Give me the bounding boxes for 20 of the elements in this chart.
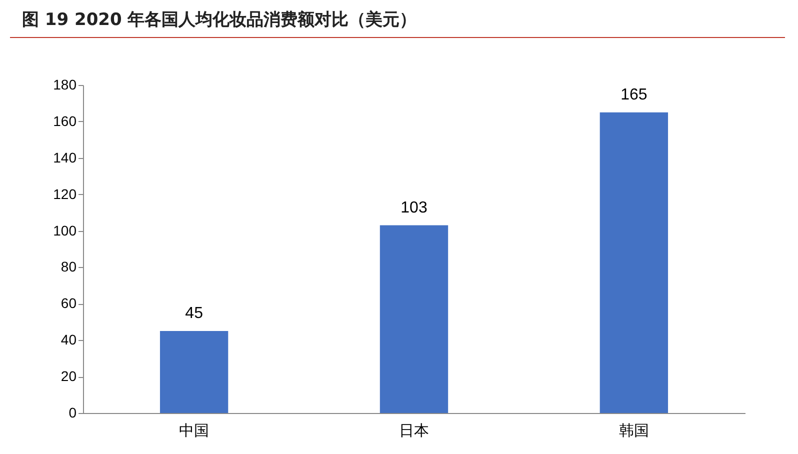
y-tick-label: 180: [53, 76, 77, 92]
data-label: 103: [400, 199, 428, 216]
y-tick-label: 20: [60, 368, 77, 384]
y-tick-label: 80: [60, 258, 77, 275]
bar: [160, 331, 228, 413]
y-tick-label: 40: [60, 332, 77, 348]
y-tick-label: 160: [53, 112, 77, 129]
chart-title: 图 19 2020 年各国人均化妆品消费额对比（美元）: [22, 9, 417, 31]
x-tick-label: 韩国: [618, 422, 649, 440]
data-label: 165: [620, 86, 648, 104]
bar: [380, 225, 448, 413]
data-label: 45: [185, 305, 204, 322]
y-tick-label: 60: [60, 295, 77, 312]
x-tick-label: 中国: [179, 422, 210, 440]
x-tick-label: 日本: [399, 422, 429, 440]
y-tick-label: 0: [68, 404, 77, 420]
y-tick-label: 120: [53, 186, 77, 202]
bar: [600, 112, 668, 413]
y-tick-label: 140: [53, 149, 77, 166]
y-tick-label: 100: [53, 222, 77, 238]
